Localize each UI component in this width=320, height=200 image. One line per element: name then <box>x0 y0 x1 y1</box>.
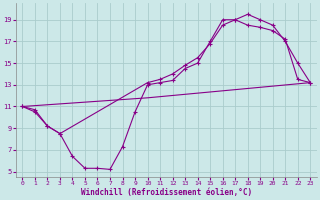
X-axis label: Windchill (Refroidissement éolien,°C): Windchill (Refroidissement éolien,°C) <box>81 188 252 197</box>
